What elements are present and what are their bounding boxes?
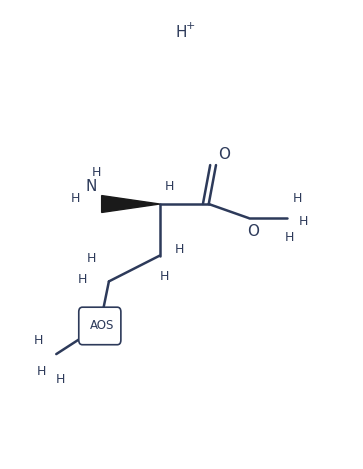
Text: H: H	[71, 192, 80, 205]
Text: H: H	[159, 270, 169, 283]
Text: H: H	[33, 333, 43, 347]
Text: O: O	[247, 224, 259, 239]
Text: AOS: AOS	[89, 318, 114, 332]
Text: H: H	[36, 365, 46, 378]
Text: O: O	[218, 147, 230, 162]
Text: H: H	[165, 180, 175, 193]
Text: H: H	[176, 25, 187, 40]
Text: H: H	[56, 373, 65, 386]
Text: H: H	[285, 231, 294, 244]
Polygon shape	[102, 196, 160, 212]
Text: H: H	[298, 215, 308, 228]
Text: H: H	[87, 252, 96, 265]
FancyBboxPatch shape	[79, 307, 121, 345]
Text: N: N	[85, 179, 97, 194]
Text: H: H	[91, 166, 101, 179]
Text: H: H	[175, 243, 184, 257]
Text: +: +	[186, 21, 195, 31]
Text: H: H	[293, 192, 302, 205]
Text: H: H	[78, 272, 87, 286]
